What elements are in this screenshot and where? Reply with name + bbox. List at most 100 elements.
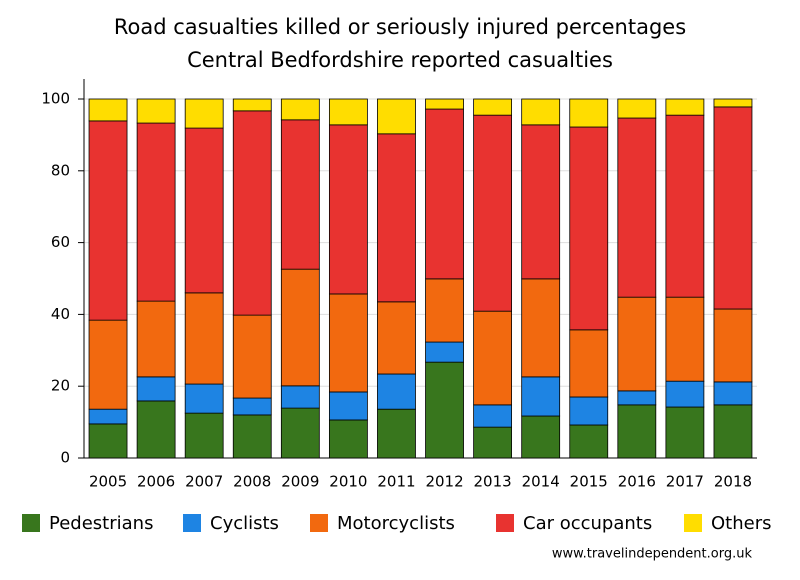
bar-segment — [425, 98, 464, 110]
bar-segment — [184, 383, 224, 414]
bar-segment — [328, 124, 368, 295]
bar-segment — [232, 98, 272, 112]
bar-segment — [569, 424, 609, 459]
bar-segment — [521, 124, 561, 280]
x-tick-label: 2010 — [329, 473, 367, 491]
bar-segment — [617, 98, 657, 119]
x-tick-label: 2005 — [89, 473, 127, 491]
bar-segment — [232, 110, 272, 316]
bar-segment — [328, 419, 368, 459]
bar-segment — [184, 412, 224, 459]
bar-segment — [665, 98, 705, 116]
bar-segment — [665, 406, 705, 459]
x-tick-label: 2011 — [377, 473, 415, 491]
bar-segment — [88, 120, 128, 321]
legend-swatch — [22, 514, 40, 532]
x-tick-label: 2016 — [618, 473, 656, 491]
bar-segment — [473, 404, 513, 428]
bar-segment — [713, 308, 753, 383]
legend-label: Car occupants — [523, 513, 652, 534]
bar-segment — [473, 114, 513, 312]
bar-segment — [713, 381, 753, 406]
x-tick-label: 2007 — [185, 473, 223, 491]
bar-segment — [377, 301, 416, 375]
x-tick-label: 2012 — [425, 473, 463, 491]
bar-segment — [425, 341, 464, 363]
bar-segment — [377, 98, 416, 135]
bar-segment — [569, 126, 609, 331]
bar-segment — [136, 122, 176, 302]
x-tick-label: 2013 — [474, 473, 512, 491]
bar-segment — [377, 408, 416, 459]
bar-segment — [569, 396, 609, 426]
bar-segment — [521, 278, 561, 378]
x-tick-label: 2017 — [666, 473, 704, 491]
bar-segment — [713, 404, 753, 459]
y-tick-label: 60 — [51, 233, 70, 251]
bar-segment — [88, 408, 128, 425]
bar-segment — [88, 423, 128, 459]
legend-swatch — [496, 514, 514, 532]
legend-swatch — [684, 514, 702, 532]
bar-segment — [617, 117, 657, 298]
source: www.travelindependent.org.uk — [552, 547, 753, 562]
bar-segment — [473, 310, 513, 406]
bar-segment — [425, 108, 464, 280]
x-tick-label: 2008 — [233, 473, 271, 491]
y-tick-label: 80 — [51, 161, 70, 179]
legend-swatch — [183, 514, 201, 532]
bar-segment — [184, 127, 224, 294]
chart-subtitle: Central Bedfordshire reported casualties — [187, 48, 613, 72]
bar-segment — [665, 114, 705, 298]
legend-label: Motorcyclists — [337, 513, 455, 534]
bar-segment — [232, 314, 272, 399]
bar-segment — [569, 329, 609, 398]
bar-segment — [280, 98, 320, 121]
bar-segment — [280, 385, 320, 409]
bar-segment — [88, 98, 128, 122]
bar-segment — [136, 300, 176, 378]
bar-segment — [521, 376, 561, 417]
bar-segment — [665, 380, 705, 408]
bar-segment — [713, 106, 753, 310]
bar-segment — [521, 415, 561, 459]
bar-segment — [232, 414, 272, 459]
bar-segment — [88, 319, 128, 410]
bar-segment — [280, 268, 320, 387]
legend-swatch — [310, 514, 328, 532]
bar-segment — [328, 293, 368, 393]
bar-segment — [136, 400, 176, 459]
bar-segment — [136, 376, 176, 402]
y-tick-label: 40 — [51, 305, 70, 323]
y-tick-label: 100 — [41, 90, 70, 108]
legend-label: Pedestrians — [49, 513, 153, 534]
bar-segment — [425, 278, 464, 343]
bar-segment — [617, 404, 657, 459]
legend-label: Cyclists — [210, 513, 279, 534]
x-tick-label: 2018 — [714, 473, 752, 491]
bar-segment — [569, 98, 609, 128]
y-tick-label: 0 — [60, 449, 70, 467]
x-tick-label: 2015 — [570, 473, 608, 491]
bar-segment — [184, 98, 224, 129]
bar-segment — [280, 407, 320, 459]
y-tick-label: 20 — [51, 377, 70, 395]
bar-segment — [377, 133, 416, 303]
x-tick-label: 2014 — [522, 473, 560, 491]
bar-segment — [473, 426, 513, 459]
bar-segment — [521, 98, 561, 126]
bar-segment — [280, 119, 320, 270]
bar-segment — [713, 98, 753, 108]
bar-segment — [617, 296, 657, 392]
bar-segment — [425, 361, 464, 459]
bar-segment — [184, 292, 224, 385]
bar-segment — [665, 296, 705, 382]
x-tick-label: 2009 — [281, 473, 319, 491]
bar-segment — [136, 98, 176, 124]
bar-segment — [617, 390, 657, 406]
bar-segment — [473, 98, 513, 116]
bar-segment — [328, 98, 368, 126]
bar-segment — [328, 391, 368, 421]
bar-segment — [377, 373, 416, 410]
